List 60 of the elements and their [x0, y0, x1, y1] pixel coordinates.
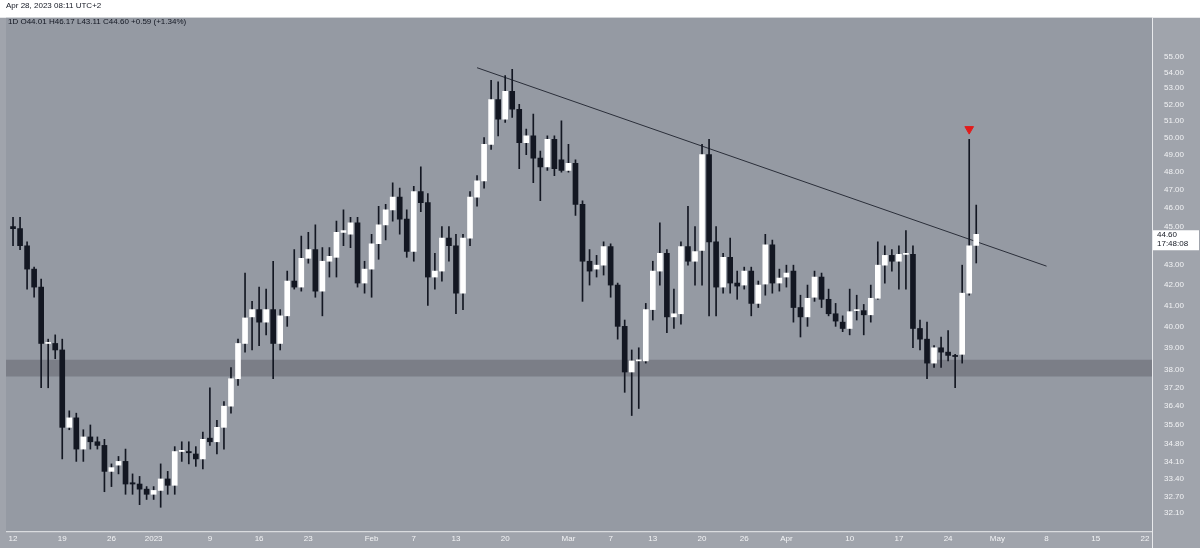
x-tick-label: Mar [561, 534, 576, 544]
y-tick-label: 49.00 [1164, 149, 1185, 159]
y-tick-label: 55.00 [1164, 52, 1185, 62]
x-tick-label: 23 [303, 534, 314, 544]
y-tick-label: 32.10 [1164, 507, 1185, 517]
candlestick [291, 249, 298, 290]
y-tick-label: 46.00 [1164, 203, 1185, 213]
x-tick-label: 15 [1091, 534, 1101, 544]
y-tick-label: 34.10 [1164, 456, 1185, 466]
x-tick-label: 13 [648, 534, 658, 544]
y-tick-label: 51.00 [1164, 115, 1185, 125]
y-tick-label: 45.00 [1164, 221, 1185, 231]
chart-title: 1D O44.01 H46.17 L43.11 C44.60 +0.59 (+1.34%) [8, 17, 187, 26]
candlestick [185, 441, 192, 465]
x-tick-label: 16 [254, 534, 265, 544]
candlestick [193, 446, 199, 467]
x-tick-label: 20 [500, 534, 511, 544]
text: 44.60 [1157, 230, 1178, 240]
candlestick [860, 304, 867, 336]
y-tick-label: 50.00 [1164, 132, 1185, 142]
x-tick-label: 7 [411, 534, 417, 544]
y-tick-label: 33.40 [1164, 474, 1185, 484]
x-tick-label: 19 [57, 534, 68, 544]
y-tick-label: 38.00 [1164, 364, 1185, 374]
y-tick-label: 52.00 [1164, 99, 1185, 109]
x-tick-label: 8 [1044, 534, 1050, 544]
chart-subtitle: Apr 28, 2023 08:11 UTC+2 [6, 1, 102, 10]
candlestick [256, 286, 262, 346]
candlestick [938, 336, 944, 368]
y-tick-label: 47.00 [1164, 185, 1185, 195]
x-tick-label: 13 [451, 534, 461, 544]
x-tick-label: 22 [1140, 534, 1150, 544]
x-tick-label: 26 [107, 534, 117, 544]
y-tick-label: 43.00 [1164, 260, 1185, 270]
y-tick-label: 39.00 [1164, 342, 1185, 352]
x-tick-label: May [989, 534, 1005, 544]
y-tick-label: 42.00 [1164, 280, 1185, 290]
x-tick-label: Apr [780, 534, 793, 544]
y-tick-label: 41.00 [1164, 300, 1185, 310]
y-tick-label: 40.00 [1164, 321, 1185, 331]
x-tick-label: 2023 [144, 534, 164, 544]
y-tick-label: 34.80 [1164, 439, 1185, 449]
x-tick-label: 12 [8, 534, 19, 544]
y-tick-label: 54.00 [1164, 67, 1185, 77]
x-tick-label: 20 [697, 534, 708, 544]
y-tick-label: 48.00 [1164, 167, 1185, 177]
x-tick-label: 7 [608, 534, 614, 544]
x-tick-label: 24 [943, 534, 954, 544]
text: 17:48:08 [1157, 239, 1189, 249]
y-tick-label: 32.70 [1164, 492, 1185, 502]
candlestick [207, 387, 213, 446]
x-tick-label: 9 [207, 534, 213, 544]
x-tick-label: 26 [739, 534, 750, 544]
x-tick-label: Feb [364, 534, 380, 544]
y-tick-label: 37.20 [1164, 382, 1185, 392]
y-tick-label: 36.40 [1164, 401, 1185, 411]
x-tick-label: 17 [894, 534, 904, 544]
y-tick-label: 53.00 [1164, 83, 1185, 93]
y-tick-label: 35.60 [1164, 420, 1185, 430]
x-tick-label: 10 [845, 534, 855, 544]
